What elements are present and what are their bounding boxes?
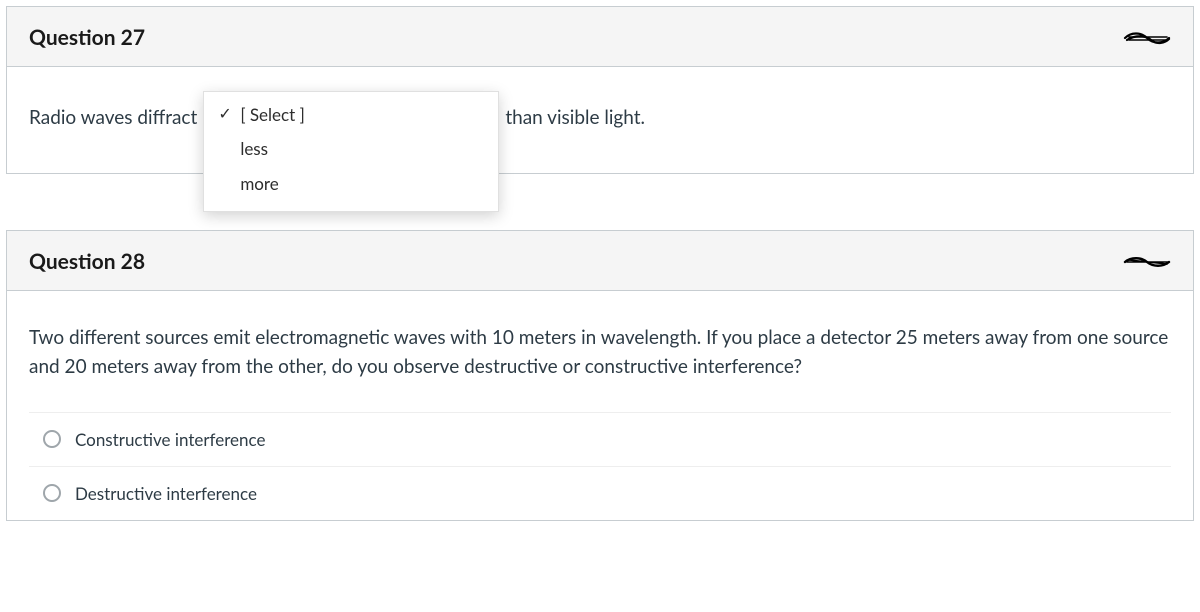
question-27-body: Radio waves diffract [ Select ] less mor…	[7, 67, 1193, 173]
dropdown-option-select[interactable]: [ Select ]	[204, 98, 498, 132]
dropdown-option-more[interactable]: more	[204, 167, 498, 201]
radio-icon[interactable]	[43, 430, 61, 448]
question-27-card: Question 27 Radio waves diffract [ Selec…	[6, 6, 1194, 174]
question-28-title: Question 28	[29, 249, 145, 274]
q27-dropdown-menu[interactable]: [ Select ] less more	[203, 91, 499, 212]
question-27-title: Question 27	[29, 25, 145, 50]
q27-text-after: than visible light.	[505, 106, 645, 129]
answer-choice-destructive[interactable]: Destructive interference	[29, 467, 1171, 520]
points-scribble-icon	[1123, 29, 1171, 47]
answer-choice-constructive[interactable]: Constructive interference	[29, 413, 1171, 467]
radio-icon[interactable]	[43, 484, 61, 502]
answer-label: Destructive interference	[75, 483, 257, 504]
question-28-header: Question 28	[7, 231, 1193, 291]
q27-text-before: Radio waves diffract	[29, 106, 197, 129]
question-28-body: Two different sources emit electromagnet…	[7, 291, 1193, 520]
question-27-header: Question 27	[7, 7, 1193, 67]
question-28-card: Question 28 Two different sources emit e…	[6, 230, 1194, 521]
dropdown-option-less[interactable]: less	[204, 132, 498, 166]
answer-label: Constructive interference	[75, 429, 265, 450]
question-28-prompt: Two different sources emit electromagnet…	[29, 323, 1171, 382]
points-scribble-icon	[1123, 253, 1171, 271]
question-27-sentence: Radio waves diffract [ Select ] less mor…	[29, 99, 1171, 135]
question-28-answers: Constructive interference Destructive in…	[29, 412, 1171, 520]
q27-dropdown-slot: [ Select ] less more	[203, 99, 499, 135]
